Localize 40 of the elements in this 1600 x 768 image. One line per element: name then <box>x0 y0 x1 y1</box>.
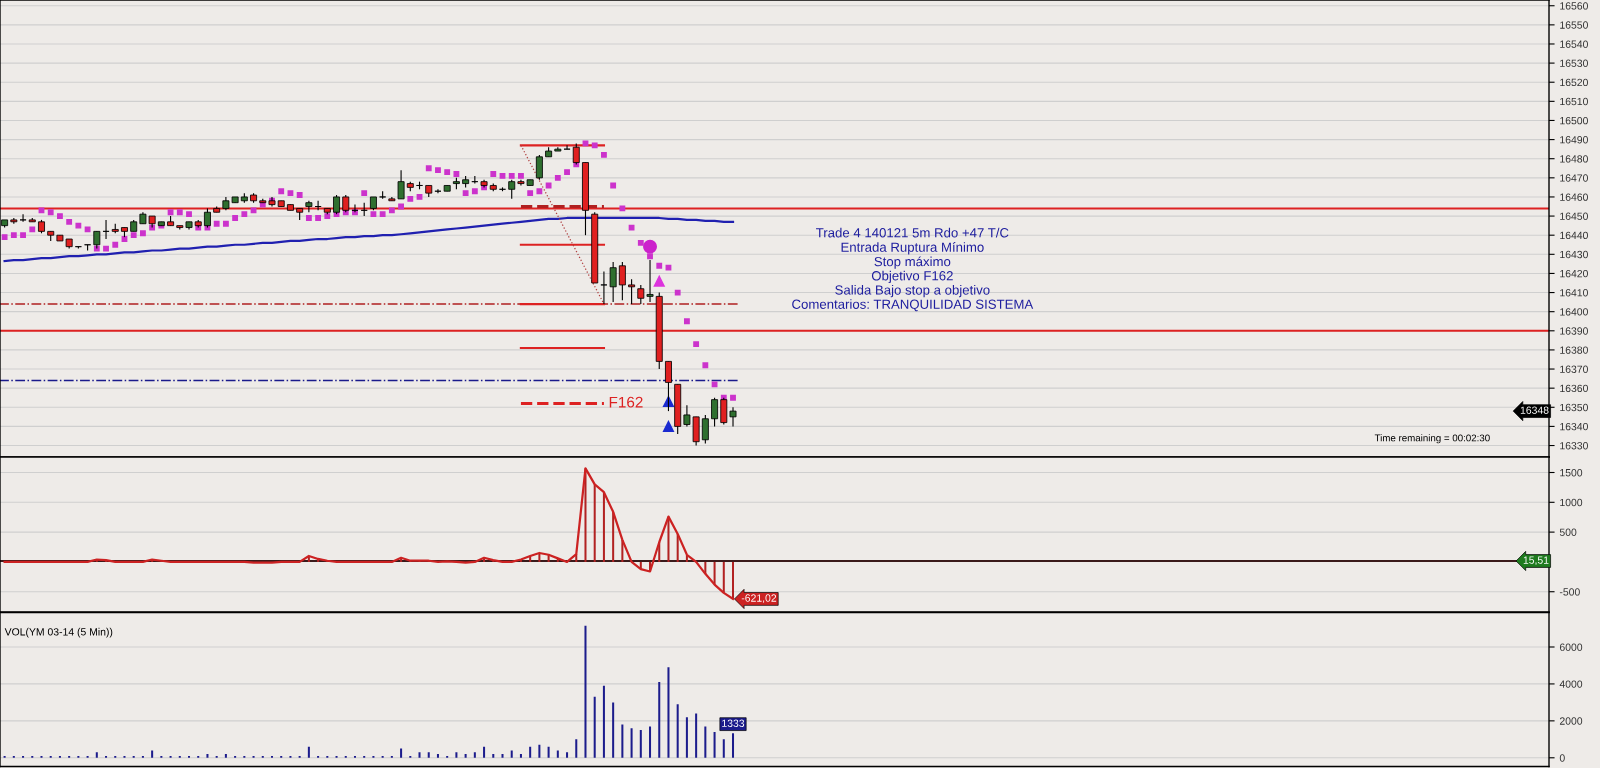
ref-line-label: 15,51 <box>1523 556 1549 566</box>
y-tick-label: 1500 <box>1560 469 1583 477</box>
y-tick-label: 16530 <box>1560 59 1588 67</box>
y-tick-label: 16410 <box>1560 289 1588 297</box>
y-tick-label: 16520 <box>1560 78 1588 87</box>
y-tick-label: 16490 <box>1560 136 1588 144</box>
y-tick-label: 16480 <box>1560 155 1588 163</box>
y-tick-label: 0 <box>1559 754 1565 762</box>
annotation: Time remaining = 00:02:30 <box>1374 434 1490 444</box>
y-tick-label: 16440 <box>1560 231 1588 240</box>
y-tick-label: 16430 <box>1560 250 1588 259</box>
data-label: 1333 <box>722 719 745 727</box>
y-tick-label: 16450 <box>1560 212 1588 220</box>
annotation: Trade 4 140121 5m Rdo +47 T/C Entrada Ruptura Mínimo Stop máximo Objetivo F162 Salida Bajo stop a objetivo Comentarios: TRANQUILIDAD SISTEMA <box>792 227 1034 312</box>
y-tick-label: 16460 <box>1560 193 1588 201</box>
y-tick-label: 16350 <box>1560 403 1588 412</box>
y-tick-label: 16550 <box>1560 21 1588 29</box>
text: 16348 <box>1520 406 1549 414</box>
y-tick-label: 16380 <box>1560 346 1588 354</box>
y-tick-label: 500 <box>1559 528 1577 536</box>
y-tick-label: 16390 <box>1560 327 1588 335</box>
y-tick-label: 16400 <box>1560 308 1588 316</box>
y-tick-label: 16560 <box>1560 2 1588 10</box>
y-tick-label: 6000 <box>1559 643 1583 651</box>
y-tick-label: 4000 <box>1559 680 1583 688</box>
series-label: F162 <box>609 396 643 408</box>
data-label: -621,02 <box>741 594 777 603</box>
y-tick-label: 16330 <box>1560 442 1588 450</box>
text: VOL(YM 03-14 (5 Min)) <box>4 627 113 638</box>
y-tick-label: 16420 <box>1560 269 1588 278</box>
y-tick-label: 16360 <box>1560 384 1588 393</box>
y-tick-label: -500 <box>1559 588 1580 596</box>
y-tick-label: 2000 <box>1559 717 1583 725</box>
y-tick-label: 16340 <box>1560 422 1588 431</box>
y-tick-label: 16540 <box>1560 40 1588 48</box>
y-tick-label: 16500 <box>1560 116 1588 125</box>
y-tick-label: 1000 <box>1560 498 1583 507</box>
y-tick-label: 16470 <box>1560 174 1588 182</box>
y-tick-label: 16370 <box>1560 365 1588 373</box>
y-tick-label: 16510 <box>1560 97 1588 106</box>
